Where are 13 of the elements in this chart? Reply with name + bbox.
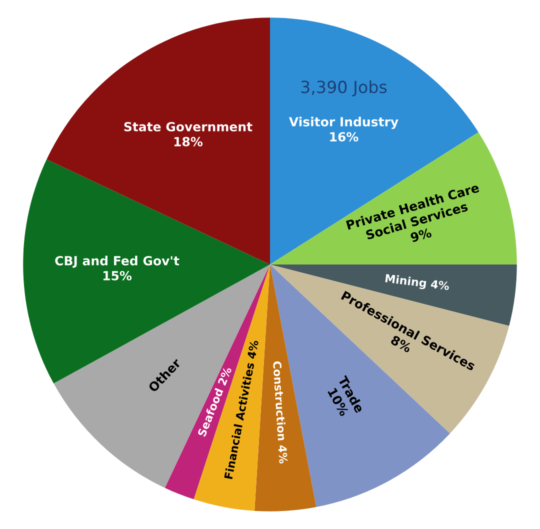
data-label: 18% [174,136,203,146]
pie-slice [270,132,517,264]
data-label: 16% [330,132,358,142]
slice-label: CBJ and Fed Gov't [55,256,180,268]
data-label: 9% [410,228,432,242]
pie-slice [194,264,270,511]
slice-label: Construction 4% [272,361,288,464]
text: 3,390 Jobs [301,80,387,96]
slice-label: State Government [124,122,252,132]
slice-label: Visitor Industry [288,116,398,129]
data-label: 15% [103,270,132,280]
pie-slice [270,18,478,264]
slice-label: Mining 4% [384,274,450,292]
